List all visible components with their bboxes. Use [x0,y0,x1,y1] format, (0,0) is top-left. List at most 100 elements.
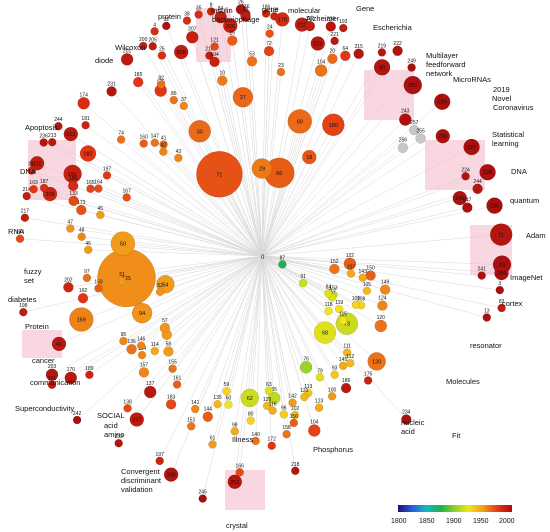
keyword-node[interactable]: 150 [365,266,376,281]
keyword-node[interactable]: 98 [230,422,240,436]
keyword-node[interactable]: 100 [327,387,337,401]
keyword-node[interactable]: 227 [463,138,480,156]
keyword-node[interactable]: 232 [114,434,124,448]
keyword-node[interactable]: 46 [83,241,93,255]
keyword-node[interactable]: 114 [150,342,160,356]
keyword-node[interactable]: 43 [174,149,183,163]
keyword-node[interactable]: 201 [120,48,134,66]
keyword-node[interactable]: 63 [264,382,274,395]
keyword-node[interactable]: 25 [157,47,167,60]
keyword-node[interactable]: 215 [353,44,364,59]
keyword-node[interactable]: 65 [268,387,281,405]
keyword-node[interactable]: 242 [72,411,82,425]
keyword-node[interactable]: 147 [150,134,160,147]
keyword-node[interactable]: 157 [138,362,150,378]
keyword-node[interactable]: 218 [291,462,300,475]
keyword-node[interactable]: 247 [462,198,473,213]
keyword-node[interactable]: 111 [343,344,352,357]
keyword-node[interactable]: 64 [340,46,351,61]
keyword-node[interactable]: 84 [324,285,333,298]
keyword-node[interactable]: 226 [434,93,451,110]
keyword-node[interactable]: 52 [155,283,165,296]
keyword-node[interactable]: 26 [235,0,247,15]
keyword-node[interactable]: 139 [270,7,279,21]
keyword-node[interactable]: 76 [299,356,313,374]
keyword-node[interactable]: 222 [392,41,403,56]
keyword-node[interactable]: 104 [314,60,328,77]
keyword-node[interactable]: 211 [29,156,45,171]
keyword-node[interactable]: 173 [76,200,87,216]
keyword-node[interactable]: 82 [156,76,166,89]
keyword-node[interactable]: 163 [29,180,38,194]
keyword-node[interactable]: 217 [20,209,30,222]
keyword-node[interactable]: 74 [116,131,126,144]
keyword-node[interactable]: 235 [486,197,503,214]
keyword-node[interactable]: 219 [377,43,387,57]
keyword-node[interactable]: 174 [77,92,90,110]
keyword-node[interactable]: 119 [335,300,344,314]
keyword-node[interactable]: 197 [155,452,165,466]
keyword-node[interactable]: 245 [198,490,208,503]
keyword-node[interactable]: 231 [106,81,117,97]
keyword-node[interactable]: 167 [122,188,132,202]
keyword-node[interactable]: 41 [51,336,67,352]
keyword-node[interactable]: 58 [163,342,174,357]
keyword-node[interactable]: 18 [302,149,317,165]
keyword-node[interactable]: 60 [224,396,233,409]
keyword-node[interactable]: 29 [251,158,273,179]
keyword-node[interactable]: 164 [94,180,103,193]
keyword-node[interactable]: 151 [186,417,196,431]
keyword-node[interactable]: 237 [129,412,145,427]
keyword-node[interactable]: 68 [313,321,337,344]
keyword-node[interactable]: 35 [194,6,203,19]
keyword-node[interactable]: 129 [262,397,272,411]
keyword-node[interactable]: 42 [159,143,168,156]
keyword-node[interactable]: 94 [131,302,153,324]
keyword-node[interactable]: 80 [246,412,255,425]
keyword-node[interactable]: 197 [102,166,112,180]
keyword-node[interactable]: 160 [139,135,149,148]
keyword-node[interactable]: 202 [63,277,74,293]
keyword-node[interactable]: 145 [338,357,348,370]
keyword-node[interactable]: 143 [358,269,368,282]
keyword-node[interactable]: 27 [232,86,254,108]
keyword-node[interactable]: 142 [288,394,297,407]
keyword-node[interactable]: 171 [47,376,57,389]
keyword-node[interactable]: 45 [96,206,105,220]
keyword-node[interactable]: 20 [327,49,338,64]
keyword-node[interactable]: 51 [117,272,127,286]
keyword-node[interactable]: 30 [188,120,211,143]
keyword-node[interactable]: 121 [300,388,309,402]
keyword-node[interactable]: 107 [346,265,356,278]
keyword-node[interactable]: 249 [407,59,416,72]
keyword-node[interactable]: 241 [477,267,487,280]
keyword-node[interactable]: 118 [324,302,333,316]
keyword-node[interactable]: 25 [227,31,238,46]
keyword-node[interactable]: 8 [206,3,216,16]
keyword-node[interactable]: 96 [279,405,288,419]
keyword-node[interactable]: 125 [97,248,156,308]
keyword-node[interactable]: 84 [214,6,227,24]
keyword-node[interactable]: 109 [351,296,361,309]
keyword-node[interactable]: 112 [346,354,355,368]
keyword-node[interactable]: 166 [235,463,245,477]
keyword-node[interactable]: 212 [63,126,79,142]
keyword-node[interactable]: 72 [263,41,275,57]
keyword-node[interactable]: 59 [222,382,231,396]
keyword-node[interactable]: 122 [343,253,357,270]
keyword-node[interactable]: 213 [48,133,57,147]
keyword-node[interactable]: 133 [68,191,79,207]
keyword-node[interactable]: 230 [435,128,450,144]
keyword-node[interactable]: 11 [490,223,513,246]
keyword-node[interactable]: 137 [143,381,157,399]
keyword-node[interactable]: 183 [165,394,177,410]
keyword-node[interactable]: 4 [150,22,159,36]
keyword-node[interactable]: 224 [461,167,470,181]
keyword-node[interactable]: 210 [205,47,214,60]
keyword-node[interactable]: 175 [363,372,373,385]
keyword-node[interactable]: 159 [94,279,103,293]
keyword-node[interactable]: 180 [322,113,345,137]
keyword-node[interactable]: 192 [27,162,37,175]
keyword-node[interactable]: 124 [377,296,388,311]
keyword-node[interactable]: 182 [79,145,97,162]
